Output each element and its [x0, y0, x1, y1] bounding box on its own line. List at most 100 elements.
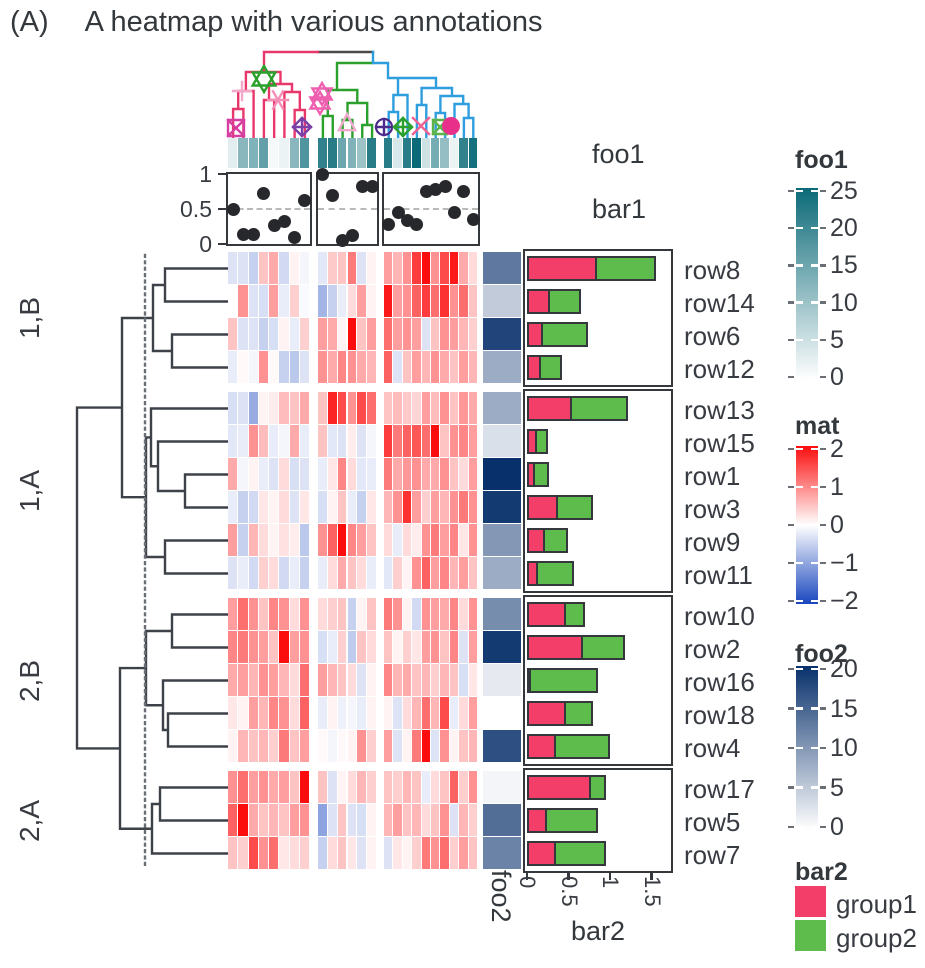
heatmap-cell — [299, 697, 309, 729]
legend-tick-foo1 — [811, 301, 818, 304]
heatmap-cell — [384, 392, 393, 424]
bar1-point — [288, 230, 302, 244]
heatmap-cell — [228, 392, 238, 424]
heatmap-cell — [289, 351, 299, 383]
bar1-axis-tick-label: 0.5 — [180, 196, 212, 222]
heatmap-cell — [421, 771, 430, 803]
heatmap-cell — [459, 837, 468, 869]
heatmap-cell — [248, 351, 258, 383]
bar2-frame — [523, 389, 673, 593]
heatmap-cell — [357, 730, 367, 762]
legend-tick-label-foo2: 20 — [830, 655, 858, 683]
box-x-icon — [226, 118, 246, 138]
heatmap-cell — [421, 730, 430, 762]
heatmap-cell — [468, 252, 477, 284]
row-label: row17 — [684, 774, 755, 804]
legend-tick-foo1 — [788, 375, 794, 379]
legend-tick-foo1 — [796, 226, 803, 230]
heatmap-cell — [337, 664, 347, 696]
heatmap-cell — [459, 425, 468, 457]
foo2-cell — [483, 837, 521, 869]
heatmap-cell — [289, 318, 299, 350]
legend-tick-foo2 — [820, 825, 826, 829]
heatmap-cell — [248, 730, 258, 762]
bar1-point — [457, 185, 471, 198]
heatmap-cell — [402, 351, 412, 383]
heatmap-cell — [269, 664, 279, 696]
heatmap-cell — [318, 697, 327, 729]
heatmap-cell — [468, 771, 477, 803]
heatmap-cell — [384, 318, 393, 350]
heatmap-cell — [357, 631, 367, 663]
heatmap-cell — [337, 837, 347, 869]
foo2-annotation-label: foo2 — [486, 870, 516, 923]
column-dendrogram-cluster1 — [231, 50, 320, 140]
heatmap-cell — [289, 631, 299, 663]
heatmap-cell — [402, 252, 412, 284]
foo1-cell — [238, 138, 248, 168]
row-label: row4 — [684, 733, 741, 763]
bar1-point — [267, 218, 281, 232]
asterisk-icon — [266, 89, 290, 111]
heatmap-cell — [238, 730, 248, 762]
heatmap-cell — [318, 631, 327, 663]
heatmap-cell — [347, 252, 357, 284]
heatmap-cell — [258, 631, 268, 663]
heatmap-cell — [347, 491, 357, 523]
heatmap-cell — [327, 392, 337, 424]
heatmap-cell — [393, 730, 402, 762]
heatmap-cell — [367, 425, 376, 457]
heatmap-cell — [421, 557, 430, 589]
heatmap-cell — [440, 458, 449, 490]
heatmap-cell — [449, 351, 459, 383]
foo1-cell — [421, 138, 430, 168]
legend-tick-mat — [820, 561, 826, 565]
heatmap-cell — [440, 318, 449, 350]
legend-tick-mat — [820, 447, 826, 451]
heatmap-cell — [431, 598, 440, 630]
heatmap-cell — [449, 285, 459, 317]
heatmap-cell — [238, 557, 248, 589]
circle-solid-icon — [442, 117, 460, 135]
heatmap-cell — [421, 664, 430, 696]
heatmap-cell — [468, 697, 477, 729]
heatmap-cell — [367, 318, 376, 350]
heatmap-cell — [384, 837, 393, 869]
foo1-cell — [337, 138, 347, 168]
heatmap-cell — [357, 524, 367, 556]
heatmap-cell — [248, 697, 258, 729]
heatmap-cell — [402, 491, 412, 523]
bar1-axis-tick — [218, 242, 226, 246]
heatmap-cell — [258, 730, 268, 762]
heatmap-cell — [459, 524, 468, 556]
heatmap-cell — [412, 804, 421, 836]
legend-colorbar-mat — [796, 446, 818, 604]
foo1-cell — [289, 138, 299, 168]
foo2-cell — [483, 598, 521, 630]
heatmap-cell — [347, 837, 357, 869]
legend-tick-foo1 — [788, 338, 794, 342]
heatmap-cell — [468, 351, 477, 383]
bar2-group2-segment — [547, 289, 581, 314]
heatmap-cell — [238, 425, 248, 457]
heatmap-cell — [367, 598, 376, 630]
hexagram-icon — [308, 89, 332, 117]
heatmap-cell — [347, 631, 357, 663]
heatmap-cell — [357, 557, 367, 589]
legend-tick-mat — [820, 599, 826, 603]
heatmap-cell — [299, 351, 309, 383]
bar2-group1-segment — [527, 256, 598, 281]
heatmap-cell — [347, 458, 357, 490]
heatmap-cell — [327, 664, 337, 696]
heatmap-cell — [440, 664, 449, 696]
foo1-cell — [228, 138, 238, 168]
heatmap-cell — [347, 771, 357, 803]
heatmap-cell — [299, 458, 309, 490]
hexagram-icon — [310, 80, 334, 108]
foo2-cell — [483, 557, 521, 589]
heatmap-cell — [431, 804, 440, 836]
row-group-label: 2,B — [14, 659, 45, 702]
heatmap-cell — [421, 524, 430, 556]
foo1-annotation-label: foo1 — [592, 139, 645, 169]
heatmap-cell — [299, 771, 309, 803]
